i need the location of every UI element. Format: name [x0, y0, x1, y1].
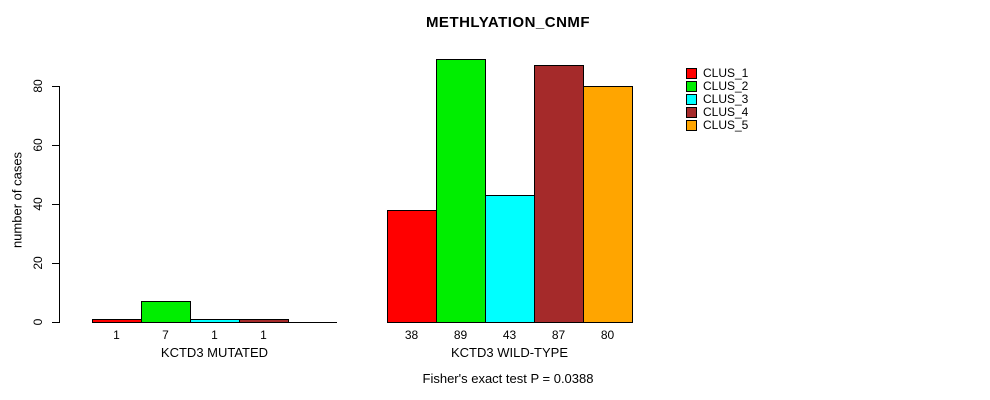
bar [190, 319, 240, 323]
legend-label: CLUS_5 [703, 118, 749, 132]
legend-label: CLUS_2 [703, 79, 749, 93]
legend-label: CLUS_1 [703, 66, 749, 80]
y-axis-title: number of cases [9, 151, 25, 249]
legend-color-swatch [686, 107, 697, 118]
bar-value-label: 38 [404, 328, 419, 342]
x-axis-group-label: KCTD3 WILD-TYPE [450, 345, 569, 360]
y-tick-label: 80 [31, 79, 45, 93]
chart-title: METHLYATION_CNMF [425, 14, 591, 31]
y-axis-line [59, 86, 60, 323]
y-tick-label: 40 [31, 197, 45, 211]
bar-value-label: 80 [600, 328, 615, 342]
y-tick [52, 145, 59, 146]
legend-color-swatch [686, 94, 697, 105]
bar [485, 195, 535, 323]
legend-color-swatch [686, 81, 697, 92]
x-axis-group-label: KCTD3 MUTATED [160, 345, 269, 360]
bar-value-label: 1 [113, 328, 120, 342]
y-tick [52, 263, 59, 264]
y-tick-label: 60 [31, 138, 45, 152]
y-tick [52, 204, 59, 205]
y-tick-label: 0 [31, 318, 45, 326]
annotation-fisher-test: Fisher's exact test P = 0.0388 [422, 371, 594, 386]
bar [436, 59, 486, 323]
bar-value-label: 7 [162, 328, 169, 342]
bar-value-label: 1 [211, 328, 218, 342]
bar [141, 301, 191, 323]
bar [583, 86, 633, 323]
bar-value-label: 87 [551, 328, 566, 342]
bar-value-label: 1 [260, 328, 267, 342]
bar-value-label: 43 [502, 328, 517, 342]
y-tick [52, 86, 59, 87]
bar [239, 319, 289, 323]
bar [92, 319, 142, 323]
y-tick [52, 322, 59, 323]
legend-color-swatch [686, 120, 697, 131]
bar-value-label: 89 [453, 328, 468, 342]
bar [534, 65, 584, 323]
y-tick-label: 20 [31, 256, 45, 270]
bar [387, 210, 437, 323]
legend-label: CLUS_3 [703, 92, 749, 106]
legend-label: CLUS_4 [703, 105, 749, 119]
legend-color-swatch [686, 68, 697, 79]
